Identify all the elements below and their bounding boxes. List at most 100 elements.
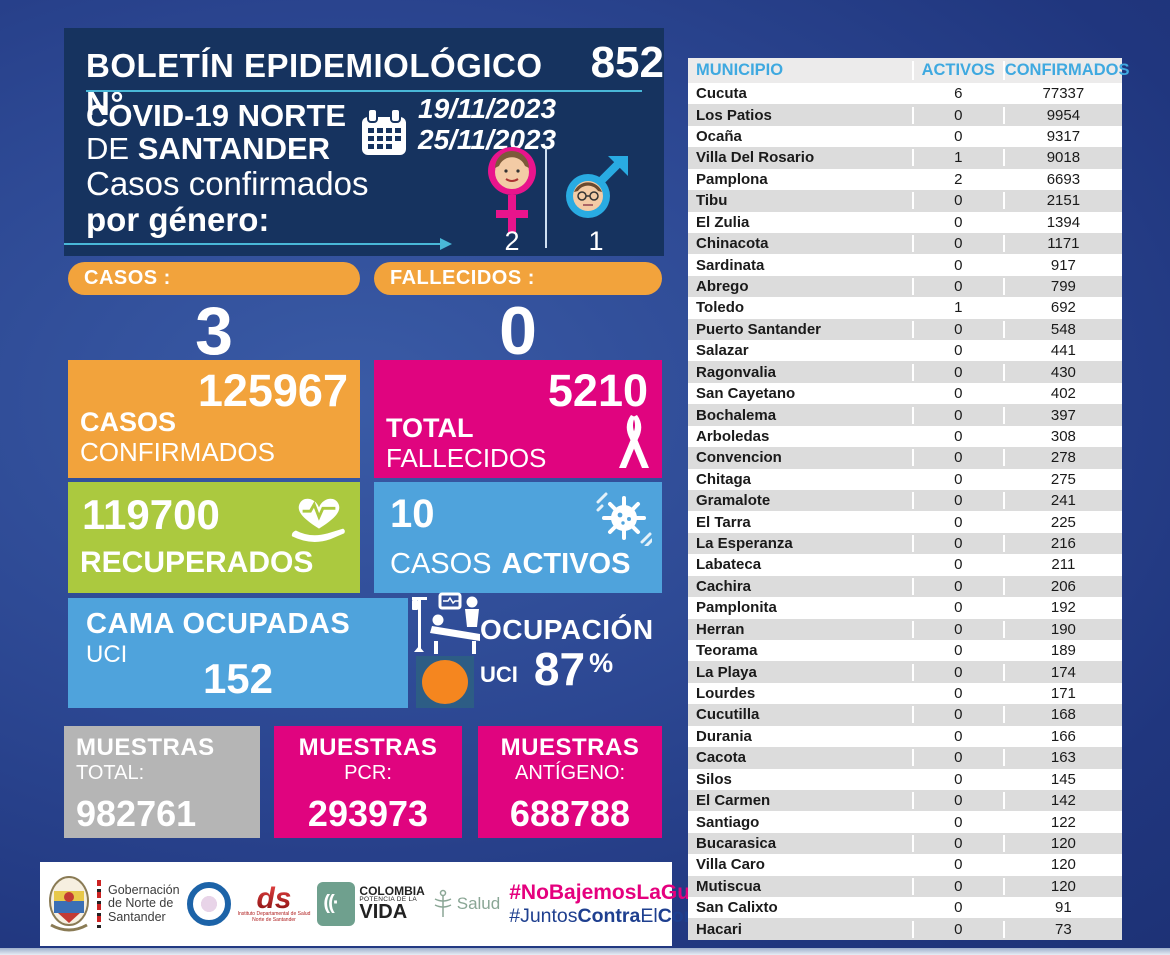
table-row: Chitaga 0 275 bbox=[688, 468, 1122, 491]
subtitle-de: DE bbox=[86, 130, 130, 166]
gender-divider bbox=[545, 148, 547, 248]
cell-activos: 0 bbox=[914, 256, 1005, 274]
icu-bed-icon bbox=[410, 592, 488, 658]
cell-confirmados: 120 bbox=[1050, 877, 1076, 895]
cell-municipio: Labateca bbox=[688, 556, 914, 574]
active-value: 10 bbox=[390, 492, 435, 536]
cell-confirmados: 174 bbox=[1050, 663, 1076, 681]
cell-activos: 0 bbox=[914, 470, 1005, 488]
table-row: Cachira 0 206 bbox=[688, 575, 1122, 598]
hashtag2-p1: Contra bbox=[577, 904, 641, 927]
cell-municipio: Cucuta bbox=[688, 85, 914, 103]
cell-municipio: Herran bbox=[688, 620, 914, 638]
cell-municipio: Durania bbox=[688, 727, 914, 745]
cell-activos: 0 bbox=[914, 278, 1005, 295]
cell-activos: 0 bbox=[914, 727, 1005, 745]
table-row: Sardinata 0 917 bbox=[688, 254, 1122, 276]
colombia-line1: COLOMBIA bbox=[359, 883, 425, 898]
salud-logo: Salud bbox=[432, 889, 500, 919]
cell-confirmados: 402 bbox=[1050, 385, 1076, 403]
cell-activos: 0 bbox=[914, 535, 1005, 553]
female-icon bbox=[486, 146, 538, 234]
cell-activos: 0 bbox=[914, 513, 1005, 531]
cell-municipio: Toledo bbox=[688, 299, 914, 317]
cell-confirmados: 91 bbox=[1055, 899, 1072, 917]
cell-confirmados: 73 bbox=[1055, 920, 1072, 938]
table-row: Durania 0 166 bbox=[688, 725, 1122, 748]
weekly-cases-label: CASOS : bbox=[84, 267, 171, 289]
cell-municipio: El Carmen bbox=[688, 792, 914, 810]
table-row: Ocaña 0 9317 bbox=[688, 125, 1122, 148]
table-row: Pamplona 2 6693 bbox=[688, 168, 1122, 191]
cell-activos: 0 bbox=[914, 877, 1005, 895]
cell-activos: 0 bbox=[914, 856, 1005, 874]
cell-confirmados: 190 bbox=[1050, 620, 1076, 638]
confirmed-total-value: 125967 bbox=[197, 365, 348, 416]
table-row: Pamplonita 0 192 bbox=[688, 597, 1122, 619]
cell-activos: 1 bbox=[914, 299, 1005, 317]
cell-activos: 0 bbox=[914, 706, 1005, 724]
icu-occupancy-line: UCI 87 % bbox=[480, 646, 613, 692]
page-bottom-edge bbox=[0, 948, 1170, 955]
recovered-label: RECUPERADOS bbox=[80, 546, 314, 579]
colombia-logo: ((· COLOMBIA POTENCIA DE LA VIDA bbox=[317, 882, 425, 926]
cell-activos: 0 bbox=[914, 792, 1005, 810]
cell-activos: 0 bbox=[914, 492, 1005, 510]
recovered-box: 119700 RECUPERADOS bbox=[68, 482, 360, 593]
cell-confirmados: 171 bbox=[1050, 685, 1076, 703]
cell-municipio: Tibu bbox=[688, 192, 914, 210]
cell-activos: 0 bbox=[914, 685, 1005, 703]
subtitle-santander: SANTANDER bbox=[137, 130, 331, 166]
cell-confirmados: 189 bbox=[1050, 642, 1076, 660]
samples-pcr-box: MUESTRAS PCR: 293973 bbox=[274, 726, 462, 838]
cell-municipio: Mutiscua bbox=[688, 877, 914, 895]
samples-antigen-box: MUESTRAS ANTÍGENO: 688788 bbox=[478, 726, 662, 838]
cell-confirmados: 278 bbox=[1050, 449, 1076, 467]
cell-municipio: Arboledas bbox=[688, 427, 914, 445]
deaths-total-value: 5210 bbox=[547, 365, 648, 416]
date-to: 25/11/2023 bbox=[418, 123, 557, 155]
icu-occupancy-unit: % bbox=[589, 648, 614, 678]
table-row: Toledo 1 692 bbox=[688, 297, 1122, 319]
caduceus-icon bbox=[434, 889, 452, 917]
samples-antigen-label2: ANTÍGENO: bbox=[514, 762, 625, 784]
samples-total-box: MUESTRAS TOTAL: 982761 bbox=[64, 726, 260, 838]
occupancy-dot-tile bbox=[416, 656, 474, 708]
table-row: Cucuta 6 77337 bbox=[688, 83, 1122, 105]
cell-confirmados: 9954 bbox=[1046, 106, 1081, 124]
samples-antigen-value: 688788 bbox=[509, 793, 631, 834]
deaths-label1: TOTAL bbox=[386, 413, 474, 443]
table-row: Puerto Santander 0 548 bbox=[688, 318, 1122, 341]
table-row: Salazar 0 441 bbox=[688, 340, 1122, 362]
samples-total-label1: MUESTRAS bbox=[76, 734, 215, 761]
cell-confirmados: 145 bbox=[1050, 770, 1076, 788]
cell-municipio: Los Patios bbox=[688, 106, 914, 124]
table-row: Arboledas 0 308 bbox=[688, 425, 1122, 448]
cell-confirmados: 216 bbox=[1050, 535, 1076, 553]
table-row: El Carmen 0 142 bbox=[688, 789, 1122, 812]
cell-municipio: Pamplona bbox=[688, 170, 914, 188]
icu-occupancy-value: 87 bbox=[533, 643, 586, 695]
cell-activos: 1 bbox=[914, 149, 1005, 167]
table-row: Cucutilla 0 168 bbox=[688, 704, 1122, 726]
cell-municipio: La Playa bbox=[688, 663, 914, 681]
title-underline bbox=[86, 90, 642, 92]
cell-municipio: San Cayetano bbox=[688, 385, 914, 403]
active-label-bold: ACTIVOS bbox=[501, 548, 631, 580]
table-row: Silos 0 145 bbox=[688, 768, 1122, 790]
cell-confirmados: 120 bbox=[1050, 834, 1076, 852]
cell-activos: 0 bbox=[914, 599, 1005, 617]
cell-activos: 0 bbox=[914, 663, 1005, 681]
cell-activos: 0 bbox=[914, 106, 1005, 124]
table-row: Tibu 0 2151 bbox=[688, 190, 1122, 212]
table-row: Bochalema 0 397 bbox=[688, 404, 1122, 426]
cell-confirmados: 692 bbox=[1050, 299, 1076, 317]
salud-label: Salud bbox=[456, 894, 501, 913]
cell-activos: 0 bbox=[914, 899, 1005, 917]
round-seal-logo bbox=[186, 882, 231, 926]
gov-line1: Gobernación bbox=[108, 883, 180, 898]
icu-beds-box: CAMA OCUPADAS UCI 152 bbox=[68, 598, 408, 708]
weekly-deaths-value: 0 bbox=[499, 293, 537, 369]
municipalities-table: MUNICIPIO ACTIVOS CONFIRMADOS Cucuta 6 7… bbox=[688, 58, 1129, 940]
